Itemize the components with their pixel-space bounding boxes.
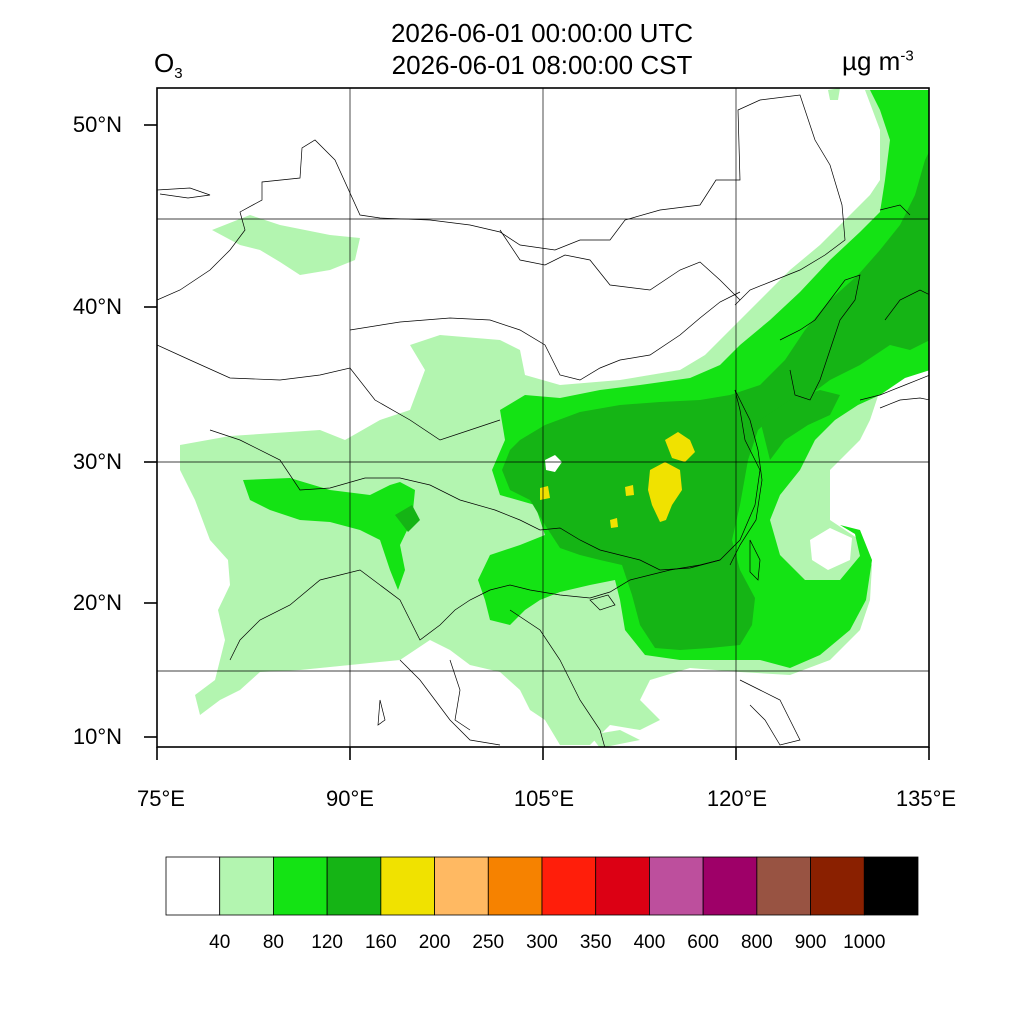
o3-field-160-200 bbox=[610, 518, 618, 528]
border-line bbox=[209, 389, 761, 571]
lon-label-75e: 75°E bbox=[137, 786, 185, 811]
coastline bbox=[779, 274, 861, 401]
o3-field-below-40 bbox=[810, 528, 852, 570]
colorbar-label: 800 bbox=[740, 932, 773, 953]
colorbar-swatch bbox=[273, 856, 328, 916]
colorbar-label: 120 bbox=[311, 932, 343, 953]
o3-field-40-80 bbox=[212, 215, 360, 275]
o3-field-below-40 bbox=[545, 455, 562, 472]
coastline bbox=[157, 187, 211, 199]
colorbar-swatch bbox=[702, 856, 758, 916]
border-line bbox=[349, 291, 741, 381]
lon-label-90e: 90°E bbox=[326, 786, 374, 811]
coastline bbox=[229, 559, 721, 661]
colorbar-swatch bbox=[756, 856, 811, 916]
o3-field-160-200 bbox=[540, 486, 550, 500]
axis-ticks bbox=[144, 124, 930, 760]
coastline bbox=[879, 397, 929, 409]
coastline bbox=[509, 609, 606, 747]
colorbar-swatch bbox=[863, 856, 919, 916]
coastline bbox=[449, 659, 471, 731]
colorbar-swatch bbox=[326, 856, 382, 916]
colorbar-swatch bbox=[434, 856, 489, 916]
colorbar-label: 400 bbox=[633, 932, 666, 953]
coastline bbox=[739, 679, 801, 746]
variable-label: O3 bbox=[154, 48, 183, 83]
o3-field-80-120 bbox=[243, 478, 415, 590]
colorbar-label: 40 bbox=[209, 932, 231, 953]
coastline bbox=[399, 659, 501, 746]
coastline bbox=[729, 389, 763, 566]
colorbar-label: 250 bbox=[472, 932, 505, 953]
lat-label-50n: 50°N bbox=[72, 112, 122, 137]
lon-label-135e: 135°E bbox=[895, 786, 957, 811]
colorbar bbox=[165, 856, 919, 916]
border-line bbox=[879, 204, 911, 216]
lat-label-10n: 10°N bbox=[72, 724, 122, 749]
colorbar-swatch bbox=[595, 856, 650, 916]
coastline bbox=[859, 375, 929, 401]
lat-label-40n: 40°N bbox=[72, 294, 122, 319]
colorbar-label: 350 bbox=[579, 932, 612, 953]
o3-field-160-200 bbox=[625, 485, 634, 496]
border-line bbox=[157, 94, 846, 306]
o3-field-120-160 bbox=[395, 505, 420, 532]
colorbar-swatch bbox=[541, 856, 597, 916]
border-line bbox=[884, 289, 929, 321]
colorbar-swatch bbox=[649, 856, 704, 916]
coastline bbox=[377, 699, 386, 726]
o3-field-160-200 bbox=[648, 462, 682, 522]
colorbar-swatch bbox=[219, 856, 274, 916]
units-label: µg m-3 bbox=[842, 46, 914, 76]
o3-field-40-80 bbox=[828, 88, 840, 100]
lon-label-120e: 120°E bbox=[706, 786, 768, 811]
colorbar-label: 80 bbox=[262, 932, 284, 953]
coastline bbox=[749, 539, 761, 581]
lat-label-30n: 30°N bbox=[72, 449, 122, 474]
graticule bbox=[157, 88, 929, 747]
border-line bbox=[499, 229, 741, 301]
colorbar-label: 1000 bbox=[843, 932, 886, 953]
colorbar-swatch bbox=[487, 856, 543, 916]
colorbar-label: 600 bbox=[687, 932, 719, 953]
o3-field-160-200 bbox=[665, 432, 695, 462]
colorbar-swatch bbox=[165, 856, 221, 916]
colorbar-label: 300 bbox=[526, 932, 558, 953]
colorbar-swatch bbox=[810, 856, 865, 916]
o3-field-120-160 bbox=[760, 390, 840, 460]
colorbar-label: 200 bbox=[418, 932, 451, 953]
ozone-field bbox=[157, 88, 929, 747]
o3-field-120-160 bbox=[502, 152, 929, 650]
colorbar-label: 160 bbox=[364, 932, 397, 953]
lon-label-105e: 105°E bbox=[513, 786, 575, 811]
o3-field-40-80 bbox=[590, 730, 640, 747]
colorbar-label: 900 bbox=[794, 932, 827, 953]
lat-label-20n: 20°N bbox=[72, 590, 122, 615]
colorbar-swatch bbox=[380, 856, 435, 916]
title-utc: 2026-06-01 00:00:00 UTC bbox=[390, 18, 694, 48]
title-cst: 2026-06-01 08:00:00 CST bbox=[391, 50, 693, 80]
coastline bbox=[589, 594, 616, 611]
